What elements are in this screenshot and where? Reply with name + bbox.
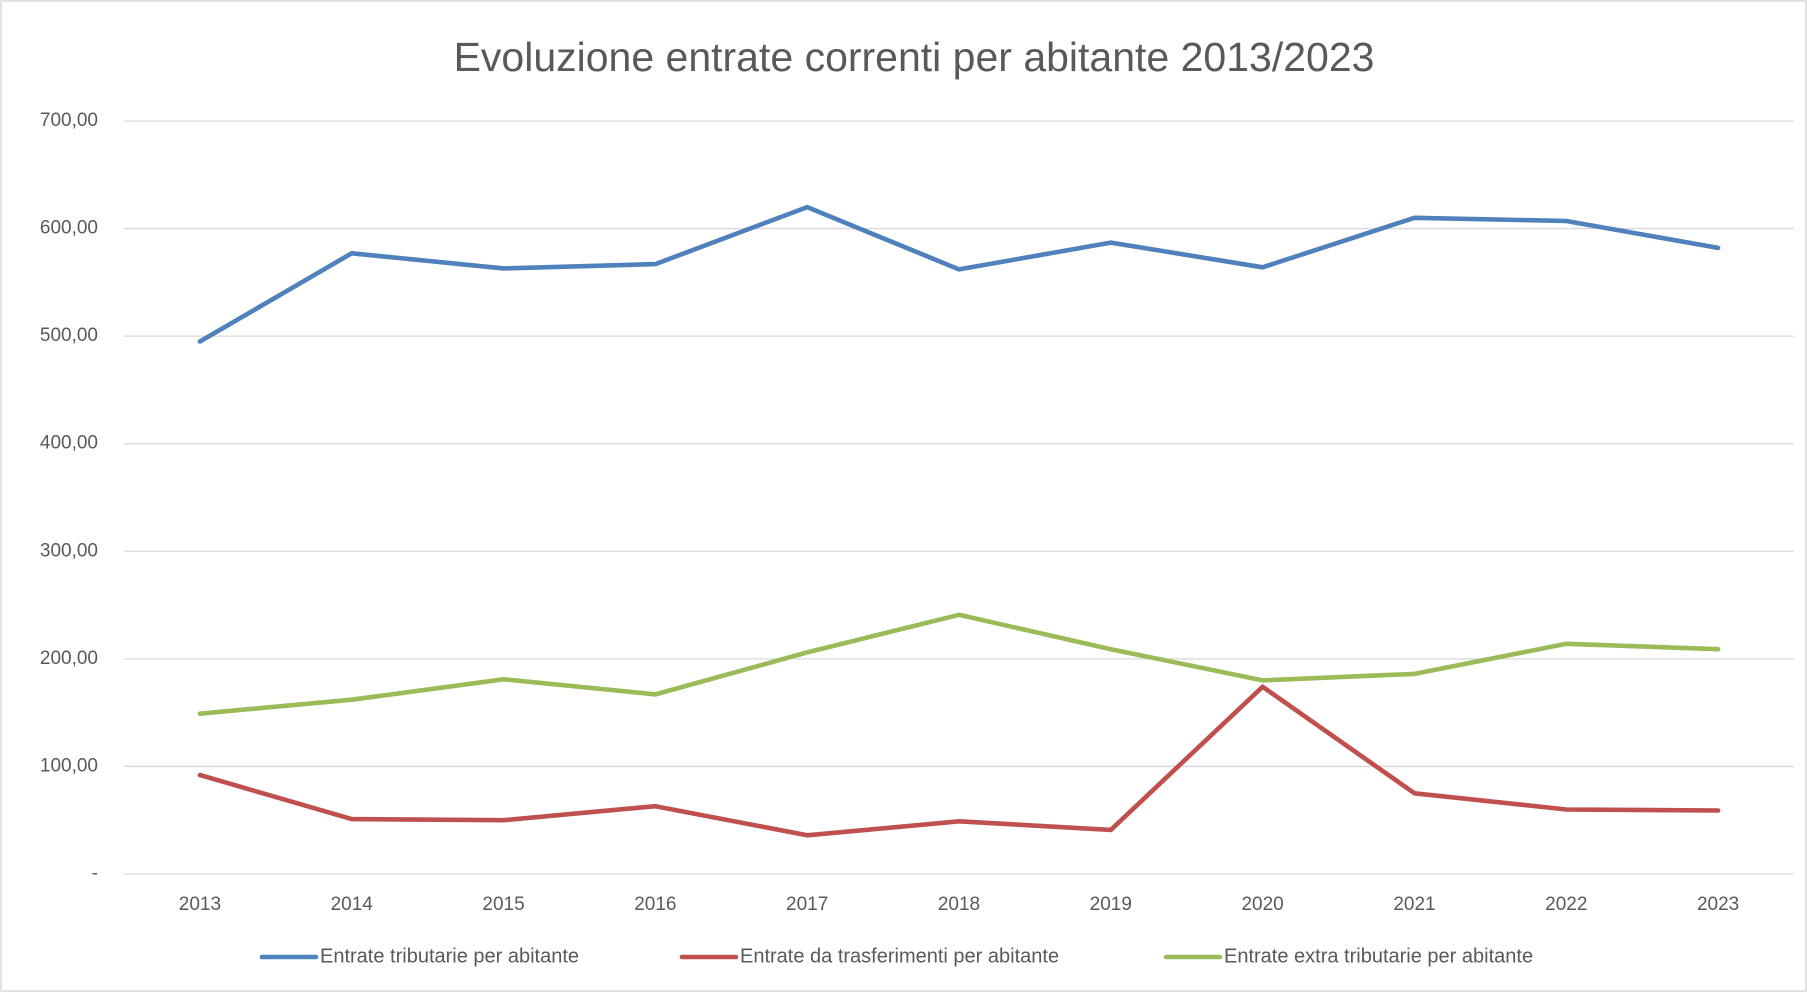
x-tick-label: 2013 [179, 894, 221, 915]
chart-title: Evoluzione entrate correnti per abitante… [454, 34, 1375, 80]
x-tick-label: 2020 [1241, 894, 1283, 915]
legend-label: Entrate extra tributarie per abitante [1224, 945, 1533, 967]
x-tick-label: 2017 [786, 894, 828, 915]
y-tick-label: 500,00 [40, 325, 98, 346]
x-tick-label: 2019 [1090, 894, 1132, 915]
y-tick-label: - [92, 863, 98, 884]
y-tick-label: 400,00 [40, 433, 98, 454]
line-series [197, 204, 1721, 344]
x-tick-label: 2014 [331, 894, 374, 915]
y-tick-label: 200,00 [40, 648, 98, 669]
y-tick-label: 700,00 [40, 110, 98, 131]
line-series [197, 684, 1721, 838]
line-series [197, 612, 1721, 716]
y-tick-label: 600,00 [40, 218, 98, 239]
legend-label: Entrate tributarie per abitante [320, 945, 579, 967]
x-tick-label: 2015 [482, 894, 524, 915]
y-tick-label: 100,00 [40, 755, 98, 776]
x-tick-label: 2023 [1697, 894, 1739, 915]
x-tick-label: 2021 [1393, 894, 1435, 915]
x-tick-label: 2022 [1545, 894, 1587, 915]
legend-label: Entrate da trasferimenti per abitante [740, 945, 1059, 967]
x-tick-label: 2018 [938, 894, 980, 915]
x-tick-label: 2016 [634, 894, 676, 915]
y-tick-label: 300,00 [40, 540, 98, 561]
